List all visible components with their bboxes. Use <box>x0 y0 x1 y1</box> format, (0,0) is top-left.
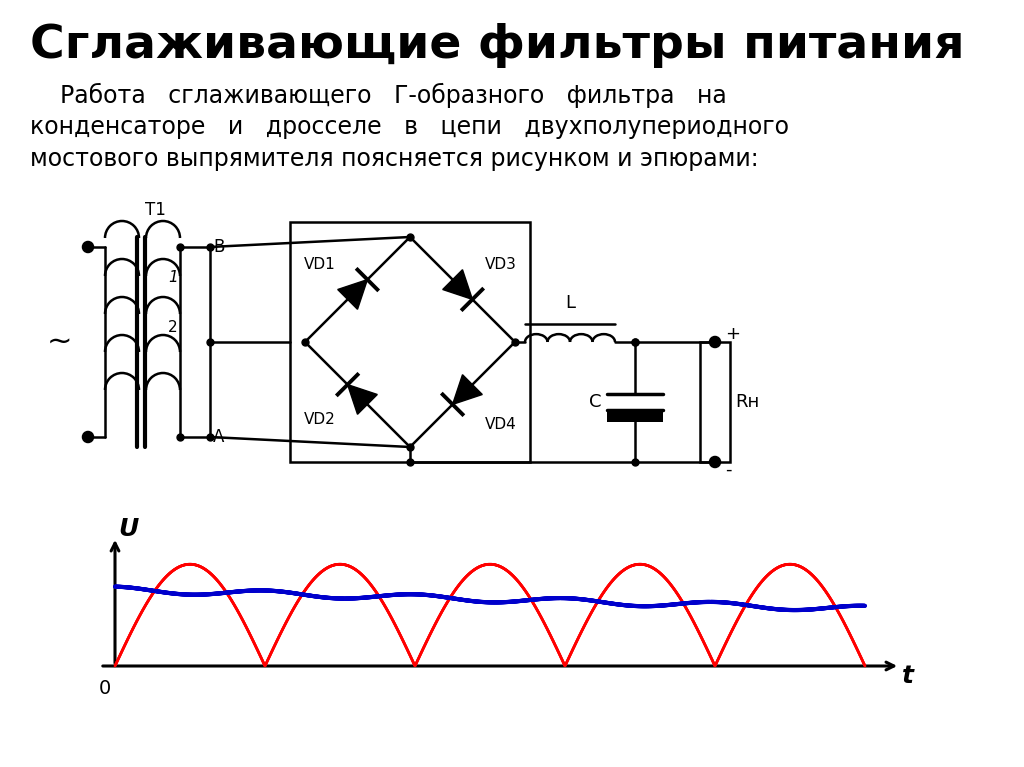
Text: VD1: VD1 <box>304 257 336 272</box>
Text: Rн: Rн <box>735 393 759 411</box>
Text: 1: 1 <box>168 269 178 285</box>
Polygon shape <box>338 280 368 309</box>
Text: VD3: VD3 <box>484 257 516 272</box>
Polygon shape <box>347 384 377 414</box>
Text: +: + <box>725 325 740 343</box>
Polygon shape <box>442 270 472 299</box>
Polygon shape <box>453 375 482 404</box>
Text: L: L <box>565 294 575 312</box>
Text: 0: 0 <box>99 680 112 699</box>
Text: U: U <box>118 517 138 541</box>
Text: Работа   сглаживающего   Г-образного   фильтра   на: Работа сглаживающего Г-образного фильтра… <box>30 82 727 107</box>
Text: C: C <box>590 393 602 411</box>
Text: VD4: VD4 <box>484 417 516 432</box>
Text: ~: ~ <box>47 328 73 357</box>
Text: мостового выпрямителя поясняется рисунком и эпюрами:: мостового выпрямителя поясняется рисунко… <box>30 147 759 171</box>
Text: B: B <box>213 238 224 256</box>
Bar <box>700 342 730 462</box>
Text: VD2: VD2 <box>304 412 336 427</box>
Circle shape <box>83 242 93 252</box>
Bar <box>607 410 663 422</box>
Text: Сглаживающие фильтры питания: Сглаживающие фильтры питания <box>30 22 965 67</box>
Text: T1: T1 <box>144 201 166 219</box>
Circle shape <box>710 337 720 347</box>
Circle shape <box>710 457 720 467</box>
Circle shape <box>83 432 93 442</box>
Text: A: A <box>213 428 224 446</box>
Text: t: t <box>902 664 914 688</box>
Text: -: - <box>725 461 731 479</box>
Text: конденсаторе   и   дросселе   в   цепи   двухполупериодного: конденсаторе и дросселе в цепи двухполуп… <box>30 115 790 139</box>
Text: 2: 2 <box>168 320 177 334</box>
Bar <box>290 222 530 462</box>
